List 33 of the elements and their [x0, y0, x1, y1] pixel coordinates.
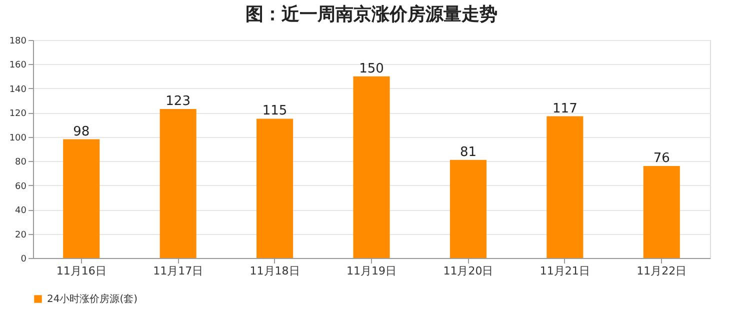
data-label: 98: [73, 124, 90, 140]
bar: [546, 116, 584, 258]
bar: [160, 109, 196, 258]
x-tick-label: 11月18日: [250, 264, 300, 278]
data-label: 76: [653, 150, 670, 166]
x-tick-label: 11月17日: [153, 264, 204, 278]
bar: [63, 139, 100, 258]
x-tick-label: 11月21日: [540, 264, 590, 278]
y-tick-label: 160: [9, 60, 27, 71]
bar: [643, 166, 680, 258]
legend-label: 24小时涨价房源(套): [47, 293, 138, 305]
data-label: 150: [359, 61, 384, 76]
x-tick-label: 11月16日: [56, 264, 106, 278]
bar: [256, 118, 294, 258]
y-tick-label: 80: [15, 158, 27, 168]
y-tick-label: 60: [15, 182, 27, 192]
y-tick-label: 140: [9, 84, 27, 95]
data-label: 81: [460, 144, 476, 160]
y-tick-label: 180: [9, 36, 27, 46]
bar: [450, 160, 486, 258]
data-label: 123: [166, 94, 190, 110]
y-tick-label: 120: [9, 109, 27, 120]
data-label: 117: [552, 101, 578, 116]
x-tick-label: 11月20日: [443, 264, 494, 278]
y-tick-label: 0: [20, 254, 27, 264]
y-tick-label: 20: [15, 230, 27, 240]
x-tick-label: 11月22日: [636, 264, 687, 278]
y-tick-label: 40: [15, 206, 27, 216]
data-label: 115: [262, 104, 288, 119]
x-tick-label: 11月19日: [346, 264, 396, 278]
y-tick-label: 100: [9, 133, 27, 144]
bar: [353, 76, 390, 258]
chart-title: 图：近一周南京涨价房源量走势: [246, 4, 498, 25]
